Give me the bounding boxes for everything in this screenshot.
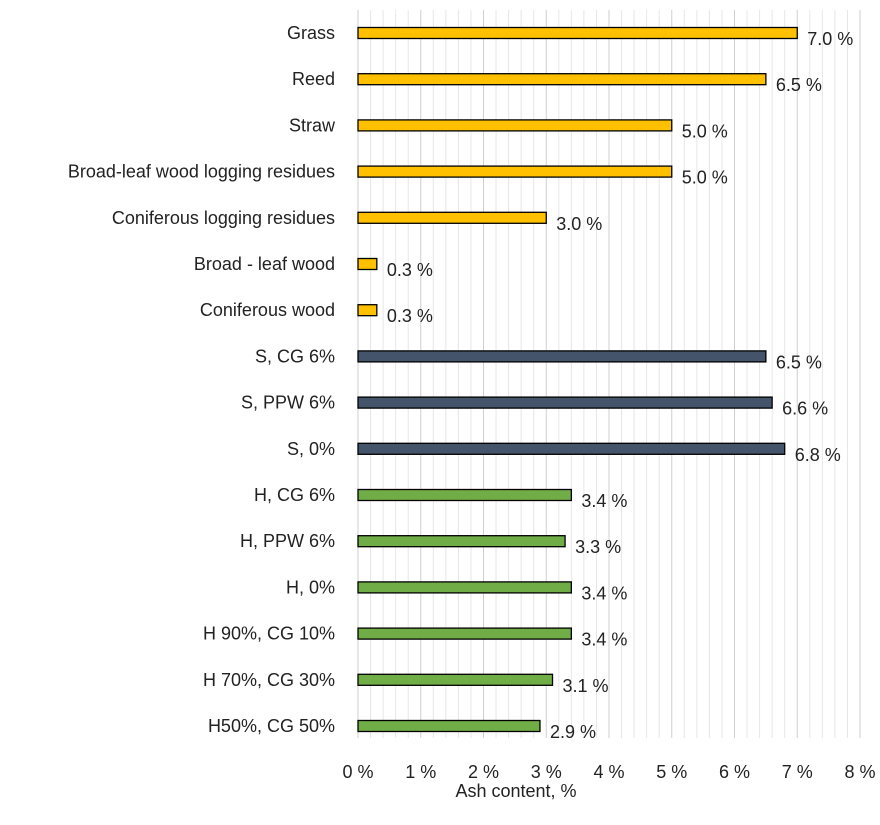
bar <box>357 304 378 317</box>
bar <box>357 627 573 640</box>
x-tick-label: 1 % <box>405 762 436 782</box>
bar <box>357 535 566 548</box>
bars <box>357 26 798 733</box>
category-label: H, PPW 6% <box>240 531 335 551</box>
category-label: S, PPW 6% <box>241 393 335 413</box>
category-label: H, CG 6% <box>254 485 335 505</box>
value-label: 6.8 % <box>795 445 841 465</box>
category-label: Reed <box>292 69 335 89</box>
category-label: S, 0% <box>287 439 335 459</box>
x-tick-label: 4 % <box>593 762 624 782</box>
x-tick-label: 8 % <box>844 762 875 782</box>
value-label: 3.4 % <box>581 630 627 650</box>
x-tick-label: 0 % <box>342 762 373 782</box>
bar <box>357 396 773 409</box>
category-label: H 90%, CG 10% <box>203 624 335 644</box>
bar <box>357 442 786 455</box>
value-label: 3.3 % <box>575 537 621 557</box>
x-tick-label: 7 % <box>782 762 813 782</box>
category-label: Straw <box>289 115 336 135</box>
bar <box>357 73 767 86</box>
value-label: 5.0 % <box>682 168 728 188</box>
bar <box>357 673 554 686</box>
value-label: 5.0 % <box>682 121 728 141</box>
value-label: 6.5 % <box>776 75 822 95</box>
category-label: H50%, CG 50% <box>208 716 335 736</box>
bar <box>357 257 378 271</box>
value-label: 6.6 % <box>782 399 828 419</box>
value-label: 6.5 % <box>776 352 822 372</box>
bar <box>357 165 673 178</box>
value-label: 3.1 % <box>563 676 609 696</box>
bar <box>357 119 673 132</box>
category-label: Broad - leaf wood <box>194 254 335 274</box>
category-label: Broad-leaf wood logging residues <box>68 162 335 182</box>
x-tick-label: 6 % <box>719 762 750 782</box>
x-tick-label: 5 % <box>656 762 687 782</box>
bar <box>357 350 767 363</box>
value-label: 0.3 % <box>387 306 433 326</box>
category-label: Coniferous logging residues <box>112 208 335 228</box>
x-tick-labels: 0 % 1 % 2 % 3 % 4 % 5 % 6 % 7 % 8 % <box>342 762 875 782</box>
category-labels: Grass Reed Straw Broad-leaf wood logging re… <box>68 23 336 736</box>
value-label: 7.0 % <box>807 29 853 49</box>
category-label: Grass <box>287 23 335 43</box>
category-label: H 70%, CG 30% <box>203 670 335 690</box>
value-label: 3.0 % <box>556 214 602 234</box>
category-label: S, CG 6% <box>255 346 335 366</box>
value-label: 2.9 % <box>550 722 596 742</box>
value-label: 0.3 % <box>387 260 433 280</box>
x-tick-label: 2 % <box>468 762 499 782</box>
x-axis-title: Ash content, % <box>455 781 576 801</box>
value-label: 3.4 % <box>581 491 627 511</box>
value-labels: 7.0 % 6.5 % 5.0 % 5.0 % 3.0 % 0.3 % 0.3 % 6.5 %… <box>387 29 853 742</box>
bar <box>357 719 541 733</box>
bar <box>357 581 573 594</box>
bar <box>357 488 573 502</box>
x-tick-label: 3 % <box>531 762 562 782</box>
value-label: 3.4 % <box>581 583 627 603</box>
category-label: H, 0% <box>286 577 335 597</box>
bar <box>357 211 547 224</box>
bar <box>357 26 798 40</box>
category-label: Coniferous wood <box>200 300 335 320</box>
